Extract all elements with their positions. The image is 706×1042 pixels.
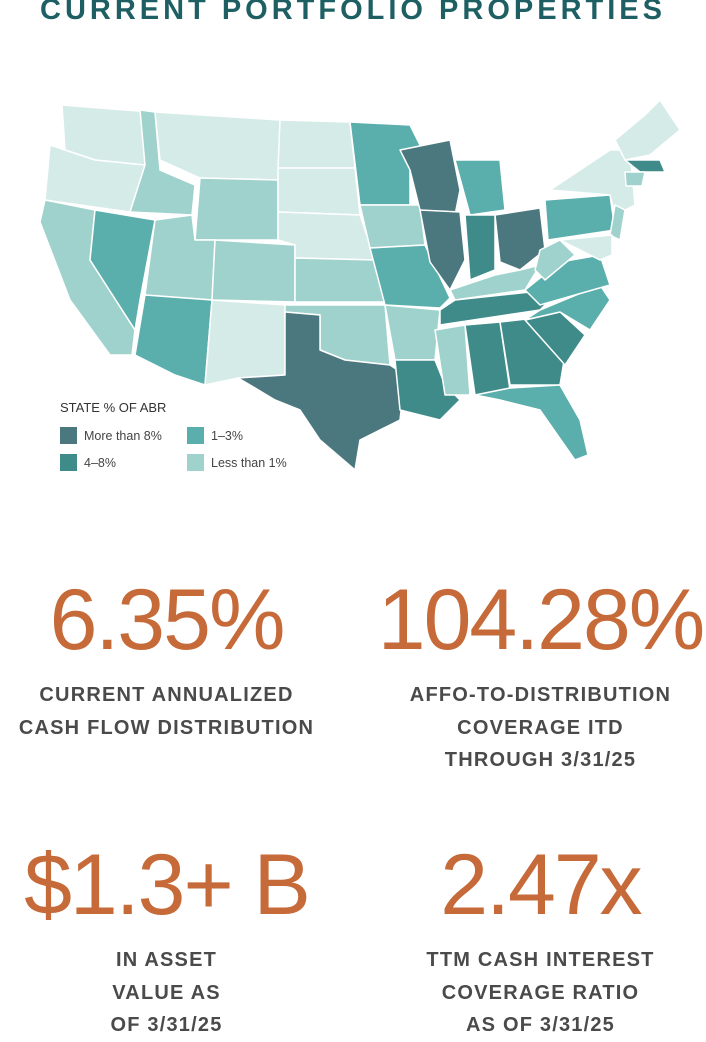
state: [624, 159, 666, 173]
legend-label: 4–8%: [84, 456, 116, 470]
stat-label-line: CASH FLOW DISTRIBUTION: [18, 716, 315, 739]
stat: 6.35% CURRENT ANNUALIZED CASH FLOW DISTR…: [0, 575, 343, 744]
state: [624, 171, 646, 187]
legend-label: More than 8%: [84, 429, 162, 443]
state: [277, 119, 356, 169]
us-map: [39, 99, 681, 471]
stat-label-line: CURRENT ANNUALIZED: [39, 684, 294, 706]
legend-swatch: [60, 427, 77, 444]
stat-label-line: TTM CASH INTEREST: [426, 949, 655, 971]
state: [494, 207, 546, 271]
title: CURRENT PORTFOLIO PROPERTIES: [40, 0, 666, 26]
state: [434, 324, 471, 396]
stat-label-line: COVERAGE ITD: [457, 716, 624, 739]
legend-label: 1–3%: [211, 429, 243, 443]
stat: 2.47x TTM CASH INTEREST COVERAGE RATIO A…: [364, 840, 706, 1042]
legend-swatch: [60, 454, 77, 471]
state: [534, 239, 576, 281]
state: [277, 167, 361, 216]
state: [454, 159, 506, 216]
state: [614, 99, 681, 161]
state: [237, 311, 406, 471]
stat-value: $1.3+ B: [24, 837, 311, 933]
stat-label-line: IN ASSET: [115, 949, 218, 971]
state: [154, 111, 281, 181]
state: [294, 257, 386, 303]
stat-label: AFFO-TO-DISTRIBUTION COVERAGE ITD THROUG…: [364, 679, 706, 777]
stat-label-line: THROUGH 3/31/25: [444, 749, 637, 771]
state: [549, 149, 636, 216]
state: [134, 294, 213, 386]
state: [204, 299, 286, 386]
legend-label: Less than 1%: [211, 456, 287, 470]
stat-label: IN ASSET VALUE AS OF 3/31/25: [0, 944, 343, 1042]
stat-label-line: AFFO-TO-DISTRIBUTION: [409, 684, 672, 706]
legend: More than 8% 4–8% 1–3% Less than 1%: [60, 427, 287, 471]
stat: $1.3+ B IN ASSET VALUE AS OF 3/31/25: [0, 840, 343, 1042]
legend-swatch: [187, 454, 204, 471]
stat-label: TTM CASH INTEREST COVERAGE RATIO AS OF 3…: [364, 944, 706, 1042]
state: [464, 214, 496, 281]
state: [194, 177, 279, 241]
state: [559, 234, 613, 261]
state: [394, 359, 461, 421]
state: [211, 239, 296, 303]
state: [384, 304, 441, 361]
stat: 104.28% AFFO-TO-DISTRIBUTION COVERAGE IT…: [364, 575, 706, 777]
state: [544, 194, 616, 241]
stat-label: CURRENT ANNUALIZED CASH FLOW DISTRIBUTIO…: [0, 679, 343, 744]
stat-label-line: AS OF 3/31/25: [466, 1014, 615, 1036]
stat-label-line: OF 3/31/25: [110, 1014, 223, 1036]
legend-swatch: [187, 427, 204, 444]
state: [609, 204, 626, 241]
state: [419, 209, 466, 291]
state: [89, 209, 156, 331]
state: [474, 384, 589, 461]
stat-label-line: VALUE AS: [112, 981, 221, 1004]
legend-title: STATE % OF ABR: [60, 400, 166, 415]
stat-value: 104.28%: [377, 572, 706, 668]
stat-value: 2.47x: [440, 837, 642, 933]
stat-label-line: COVERAGE RATIO: [441, 981, 640, 1004]
stat-value: 6.35%: [49, 572, 286, 668]
state: [359, 204, 426, 249]
map: STATE % OF ABR More than 8% 4–8% 1–3% Less …: [39, 99, 681, 471]
